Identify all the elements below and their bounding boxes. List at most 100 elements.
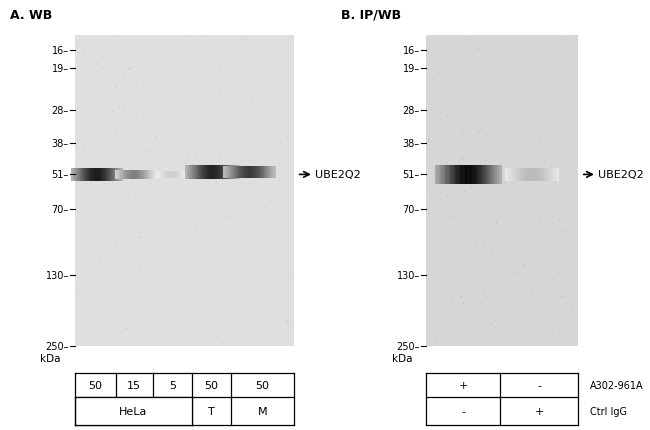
Bar [518, 169, 519, 181]
Bar [513, 169, 514, 181]
Text: 38–: 38– [52, 138, 69, 148]
Text: M: M [257, 406, 267, 416]
Bar [104, 169, 105, 181]
Bar [202, 166, 203, 180]
Bar [534, 169, 536, 181]
Bar [473, 166, 474, 184]
Bar [95, 169, 96, 181]
Bar [177, 172, 178, 178]
Bar [75, 169, 76, 181]
Bar [220, 166, 221, 180]
Bar [486, 166, 487, 184]
Bar [231, 166, 232, 180]
Bar [185, 172, 186, 178]
Bar [242, 167, 243, 179]
Bar [114, 169, 115, 181]
Bar [157, 172, 158, 178]
Bar [101, 169, 102, 181]
Bar [139, 170, 140, 180]
Bar [234, 167, 235, 179]
Bar [506, 169, 507, 181]
Bar [79, 169, 80, 181]
Bar [109, 169, 110, 181]
Text: 5: 5 [169, 380, 176, 390]
Bar [150, 170, 151, 180]
Bar [183, 172, 184, 178]
Bar [102, 169, 103, 181]
Bar [274, 167, 275, 179]
Bar [77, 397, 192, 425]
Bar [115, 169, 116, 181]
Text: 130–: 130– [46, 270, 69, 280]
Bar [131, 170, 132, 180]
Bar [226, 167, 227, 179]
Bar [233, 166, 234, 180]
Text: UBE2Q2: UBE2Q2 [315, 170, 361, 180]
Bar [448, 166, 450, 184]
Bar [110, 169, 111, 181]
Bar [247, 167, 248, 179]
Bar [124, 170, 125, 180]
Bar [530, 169, 532, 181]
Bar [147, 170, 148, 180]
Bar [132, 170, 133, 180]
Bar [164, 172, 165, 178]
Bar [175, 172, 176, 178]
Bar [472, 166, 473, 184]
Bar [232, 166, 233, 180]
Bar [112, 169, 113, 181]
Bar [212, 166, 213, 180]
Bar [191, 166, 192, 180]
Bar [185, 166, 186, 180]
Bar [168, 172, 169, 178]
Bar [522, 169, 523, 181]
Bar [91, 169, 92, 181]
Bar [150, 170, 151, 180]
Bar [468, 166, 469, 184]
Bar [209, 166, 210, 180]
Bar [151, 170, 152, 180]
Bar [487, 166, 488, 184]
Bar [176, 172, 177, 178]
Bar [240, 167, 241, 179]
Bar [145, 170, 146, 180]
Bar [253, 167, 254, 179]
Bar [144, 170, 145, 180]
Bar [516, 169, 517, 181]
Bar [72, 169, 73, 181]
Bar [207, 166, 209, 180]
Bar [94, 169, 95, 181]
Bar [525, 169, 526, 181]
Bar [216, 166, 217, 180]
Bar [257, 167, 258, 179]
Bar [456, 166, 458, 184]
Bar [230, 167, 231, 179]
Bar [185, 172, 186, 178]
Bar [136, 170, 137, 180]
Bar [180, 172, 181, 178]
Bar [444, 166, 445, 184]
Bar [515, 169, 516, 181]
Bar [524, 169, 525, 181]
Bar [528, 169, 530, 181]
Bar [77, 169, 78, 181]
Bar [228, 167, 229, 179]
Bar [192, 166, 193, 180]
Bar [174, 172, 175, 178]
Bar [259, 167, 260, 179]
Bar [552, 169, 554, 181]
Bar [507, 169, 508, 181]
Bar [120, 169, 121, 181]
Bar [469, 166, 471, 184]
Bar [526, 169, 528, 181]
Bar [216, 166, 218, 180]
Bar [211, 166, 212, 180]
Text: HeLa: HeLa [120, 406, 148, 416]
Bar [499, 166, 500, 184]
Bar [463, 166, 464, 184]
Bar [152, 170, 153, 180]
Bar [207, 166, 208, 180]
Bar [510, 169, 512, 181]
Bar [255, 167, 256, 179]
Bar [237, 167, 238, 179]
